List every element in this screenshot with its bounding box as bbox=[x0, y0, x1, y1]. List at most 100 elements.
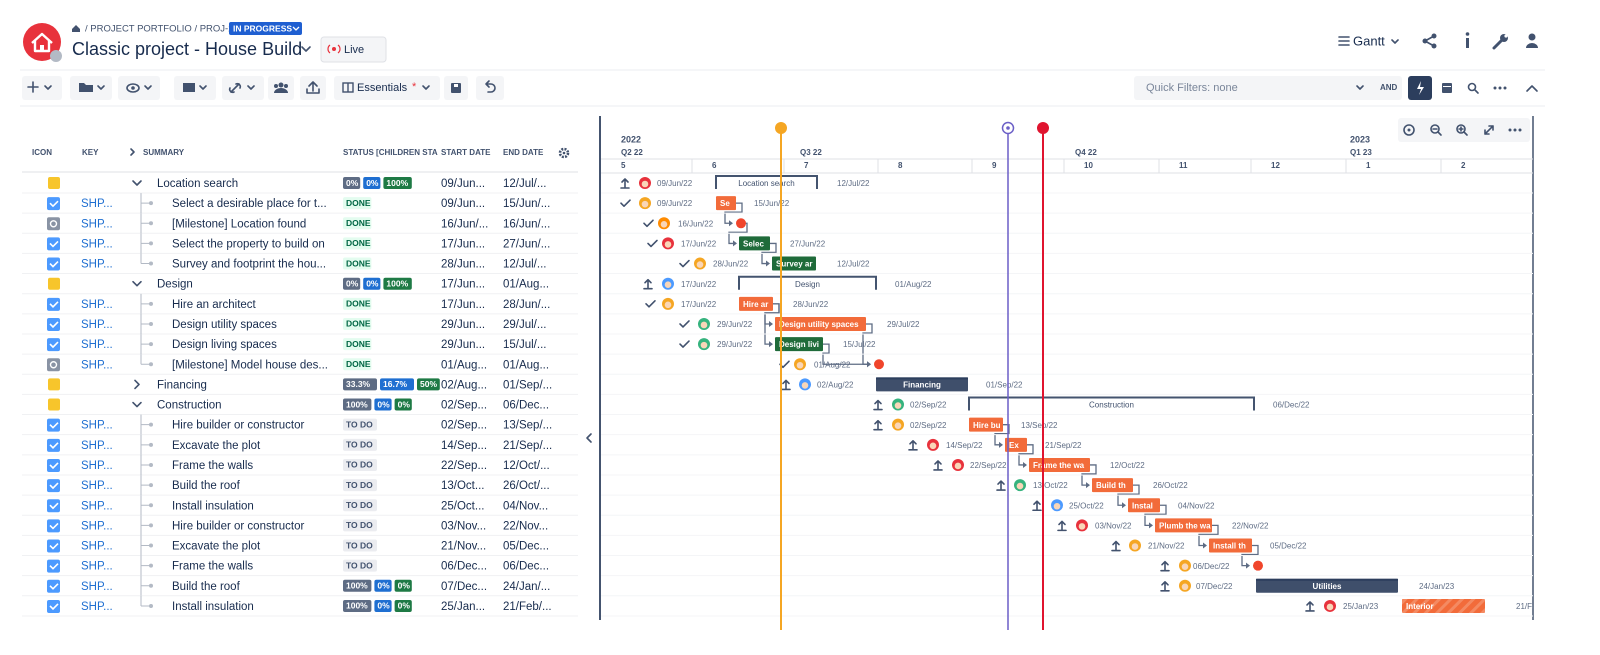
share-button[interactable] bbox=[1422, 33, 1437, 49]
calendar-button[interactable] bbox=[1442, 83, 1452, 93]
issue-key[interactable]: SHP... bbox=[81, 561, 113, 573]
task-bar[interactable] bbox=[1092, 478, 1133, 493]
milestone[interactable] bbox=[736, 218, 746, 229]
assignee-face bbox=[954, 462, 962, 470]
issue-key[interactable]: SHP... bbox=[81, 541, 113, 553]
column-header[interactable]: KEY bbox=[82, 148, 99, 157]
filter-operator[interactable]: AND bbox=[1380, 83, 1398, 92]
task-bar[interactable] bbox=[772, 256, 816, 271]
collapse-chevron[interactable] bbox=[132, 180, 142, 186]
collapse-chevron[interactable] bbox=[132, 280, 142, 287]
collapse-toolbar-button[interactable] bbox=[1526, 85, 1538, 92]
month-label: 11 bbox=[1179, 161, 1188, 170]
today-handle[interactable] bbox=[775, 122, 787, 134]
undo-button[interactable] bbox=[476, 76, 504, 100]
expand-all[interactable] bbox=[130, 148, 135, 156]
issue-key[interactable]: SHP... bbox=[81, 339, 113, 351]
month-label: 8 bbox=[898, 161, 903, 170]
app-logo[interactable] bbox=[23, 23, 62, 62]
live-button[interactable]: Live bbox=[320, 36, 387, 63]
task-bar[interactable] bbox=[1005, 437, 1027, 452]
issue-key[interactable]: SHP... bbox=[81, 299, 113, 311]
profile-button[interactable] bbox=[1526, 33, 1538, 49]
export-button[interactable] bbox=[300, 76, 326, 100]
save-button[interactable] bbox=[444, 76, 468, 100]
task-bar[interactable] bbox=[775, 337, 823, 352]
task-bar[interactable] bbox=[1209, 538, 1252, 553]
info-button[interactable] bbox=[1465, 32, 1470, 48]
task-bar[interactable] bbox=[1128, 498, 1160, 513]
view-options-button[interactable] bbox=[118, 76, 160, 100]
collapse-panel[interactable] bbox=[586, 433, 592, 443]
issue-key[interactable]: SHP... bbox=[81, 601, 113, 613]
task-check bbox=[49, 603, 59, 611]
collapse-chevron[interactable] bbox=[132, 401, 142, 408]
start-date: 13/Oct... bbox=[441, 480, 484, 492]
columns-button[interactable] bbox=[174, 76, 216, 100]
tree-node bbox=[149, 241, 153, 246]
issue-key[interactable]: SHP... bbox=[81, 359, 113, 371]
link-button[interactable] bbox=[222, 76, 264, 100]
column-header[interactable]: ICON bbox=[32, 148, 52, 157]
column-header[interactable]: END DATE bbox=[503, 148, 544, 157]
group-bar[interactable] bbox=[969, 398, 1254, 411]
issue-key[interactable]: SHP... bbox=[81, 460, 113, 472]
search-button[interactable] bbox=[1467, 82, 1479, 94]
issue-key[interactable]: SHP... bbox=[81, 319, 113, 331]
team-button[interactable] bbox=[268, 76, 294, 100]
add-button[interactable] bbox=[22, 76, 62, 100]
column-header[interactable]: SUMMARY bbox=[143, 148, 185, 157]
more-button[interactable] bbox=[1493, 86, 1507, 90]
chevron[interactable] bbox=[301, 46, 311, 52]
dependency-arrow bbox=[1086, 482, 1090, 489]
issue-key[interactable]: SHP... bbox=[81, 259, 113, 271]
column-header[interactable]: STATUS [CHILDREN STA bbox=[343, 148, 438, 157]
status-badge bbox=[343, 418, 377, 431]
issue-key[interactable]: SHP... bbox=[81, 480, 113, 492]
task-bar[interactable] bbox=[969, 417, 1003, 432]
breadcrumb[interactable]: / PROJECT PORTFOLIO / PROJ-2 bbox=[85, 24, 234, 35]
home-icon[interactable] bbox=[72, 25, 80, 32]
column-header[interactable]: START DATE bbox=[441, 148, 491, 157]
end-date-label: 12/Jul/22 bbox=[837, 179, 870, 188]
task-bar[interactable] bbox=[1256, 578, 1398, 593]
done-icon bbox=[679, 259, 690, 268]
task-bar[interactable] bbox=[739, 296, 773, 311]
gear-icon[interactable] bbox=[558, 147, 570, 159]
task-check bbox=[49, 522, 59, 530]
task-bar[interactable] bbox=[1029, 457, 1090, 472]
settings-button[interactable] bbox=[1492, 34, 1508, 50]
expand-chevron[interactable] bbox=[134, 379, 140, 390]
issue-key[interactable]: SHP... bbox=[81, 440, 113, 452]
issue-key[interactable]: SHP... bbox=[81, 520, 113, 532]
issue-key[interactable]: SHP... bbox=[81, 420, 113, 432]
status-badge[interactable] bbox=[229, 22, 302, 35]
milestone[interactable] bbox=[1253, 560, 1263, 571]
folder-button[interactable] bbox=[70, 76, 112, 100]
scheduled-icon bbox=[873, 419, 883, 431]
task-bar[interactable] bbox=[716, 196, 736, 211]
task-bar[interactable] bbox=[775, 316, 866, 331]
task-bar[interactable] bbox=[1402, 598, 1485, 613]
view-switch[interactable]: Gantt bbox=[1338, 33, 1399, 48]
tree-connector bbox=[140, 414, 150, 435]
group-bar[interactable] bbox=[716, 177, 817, 189]
issue-key[interactable]: SHP... bbox=[81, 238, 113, 250]
start-date: 02/Sep... bbox=[441, 400, 487, 412]
issue-key[interactable]: SHP... bbox=[81, 500, 113, 512]
task-bar[interactable] bbox=[739, 236, 770, 251]
preset-button[interactable]: Essentials * bbox=[334, 76, 440, 100]
issue-key[interactable]: SHP... bbox=[81, 218, 113, 230]
task-bar[interactable] bbox=[1155, 518, 1212, 533]
gantt-zoom-controls[interactable] bbox=[1398, 118, 1530, 142]
task-bar[interactable] bbox=[876, 377, 968, 392]
dependency-arrow bbox=[1246, 562, 1250, 569]
deadline-handle[interactable] bbox=[1037, 122, 1049, 134]
issue-key[interactable]: SHP... bbox=[81, 198, 113, 210]
issue-key[interactable]: SHP... bbox=[81, 581, 113, 593]
bar-label: Financing bbox=[903, 381, 941, 390]
quick-filters[interactable]: Quick Filters: none AND bbox=[1134, 76, 1402, 100]
milestone[interactable] bbox=[874, 359, 884, 370]
auto-schedule-button[interactable] bbox=[1408, 76, 1432, 100]
group-bar[interactable] bbox=[739, 277, 876, 290]
